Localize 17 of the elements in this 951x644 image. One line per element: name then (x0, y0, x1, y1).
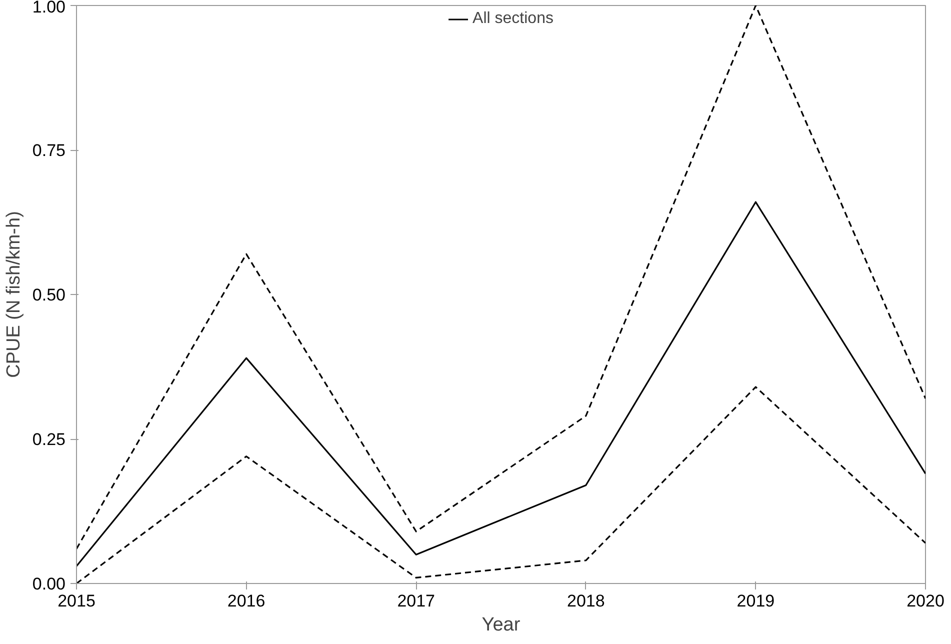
line-series (76, 201, 926, 567)
x-tick-label: 2017 (397, 592, 436, 610)
x-tick-label: 2016 (227, 592, 266, 610)
x-tick-label: 2019 (736, 592, 775, 610)
x-tick-label: 2020 (906, 592, 944, 610)
legend-label: All sections (472, 10, 554, 28)
line-series (76, 6, 926, 550)
y-tick-label: 1.00 (32, 0, 66, 16)
y-tick-label: 0.25 (32, 430, 66, 449)
x-tick-label: 2018 (566, 592, 605, 610)
y-tick-label: 0.50 (32, 286, 66, 304)
x-axis-title: Year (482, 614, 521, 636)
x-tick-label: 2015 (58, 592, 96, 610)
y-tick-label: 0.75 (32, 141, 66, 160)
line-series (76, 386, 926, 584)
y-tick-label: 0.00 (32, 574, 66, 594)
y-axis-title: CPUE (N fish/km-h) (3, 211, 24, 378)
